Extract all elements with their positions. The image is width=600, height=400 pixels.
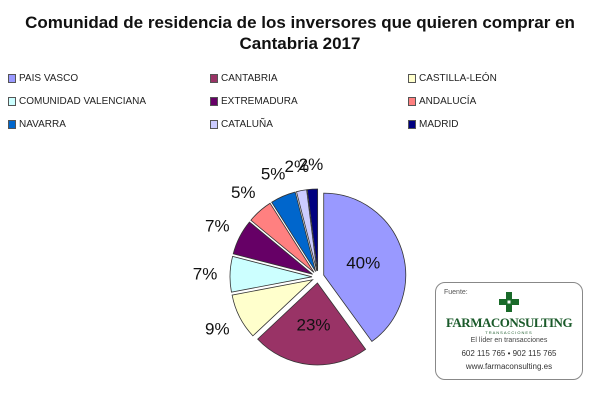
legend-item-cataluna: CATALUÑA xyxy=(210,119,273,130)
legend-item-comunidad-valenciana: COMUNIDAD VALENCIANA xyxy=(8,96,146,107)
tagline: El líder en transacciones xyxy=(470,337,548,344)
legend-swatch xyxy=(210,120,218,129)
data-label: 2% xyxy=(285,157,310,176)
website-link: www.farmaconsulting.es xyxy=(465,362,553,371)
legend-label: MADRID xyxy=(419,119,459,130)
legend-swatch xyxy=(8,97,16,106)
legend-label: CASTILLA-LEÓN xyxy=(419,73,497,84)
chart-title-line-2: Cantabria 2017 xyxy=(239,34,361,53)
legend-swatch xyxy=(408,97,416,106)
legend-item-cantabria: CANTABRIA xyxy=(210,73,278,84)
legend-swatch xyxy=(210,74,218,83)
legend-swatch xyxy=(408,74,416,83)
legend-item-extremadura: EXTREMADURA xyxy=(210,96,298,107)
chart-title-line-1: Comunidad de residencia de los inversore… xyxy=(25,13,575,32)
data-label: 7% xyxy=(193,264,218,283)
data-label: 40% xyxy=(346,253,380,272)
pie-slice-comunidad-valenciana xyxy=(229,255,313,293)
pie-slice-madrid xyxy=(306,188,319,272)
source-label: Fuente: xyxy=(444,289,468,296)
data-label: 5% xyxy=(231,183,256,202)
phone-numbers: 602 115 765 • 902 115 765 xyxy=(461,349,557,358)
legend-label: EXTREMADURA xyxy=(221,96,298,107)
farmaconsulting-logo-icon xyxy=(499,292,519,312)
legend-item-navarra: NAVARRA xyxy=(8,119,66,130)
legend-label: CATALUÑA xyxy=(221,119,273,130)
data-label: 2% xyxy=(299,155,324,174)
legend-swatch xyxy=(8,120,16,129)
source-box: Fuente: FARMACONSULTING TRANSACCIONES El… xyxy=(435,282,583,380)
legend-label: ANDALUCÍA xyxy=(419,96,477,107)
legend-item-castilla-leon: CASTILLA-LEÓN xyxy=(408,73,497,84)
data-label: 5% xyxy=(261,164,286,183)
legend-label: COMUNIDAD VALENCIANA xyxy=(19,96,147,107)
legend-swatch xyxy=(408,120,416,129)
data-label: 9% xyxy=(205,319,230,338)
pie-slice-pais-vasco xyxy=(323,192,407,343)
legend-swatch xyxy=(210,97,218,106)
legend-item-pais-vasco: PAIS VASCO xyxy=(8,73,78,84)
data-label: 23% xyxy=(297,315,331,334)
data-label: 7% xyxy=(205,217,230,236)
pie-slice-navarra xyxy=(271,191,317,272)
legend-item-andalucia: ANDALUCÍA xyxy=(408,96,476,107)
legend-item-madrid: MADRID xyxy=(408,119,458,130)
legend-label: PAIS VASCO xyxy=(19,73,79,84)
chart-title: Comunidad de residencia de los inversore… xyxy=(0,12,600,54)
pie-slice-castilla-león xyxy=(231,279,314,337)
pie-slice-extremadura xyxy=(232,221,313,275)
legend-label: CANTABRIA xyxy=(221,73,278,84)
pie-slice-andalucía xyxy=(250,202,315,273)
logo-wordmark: FARMACONSULTING xyxy=(445,315,573,330)
pie-slice-cantabria xyxy=(257,282,367,366)
pie-slice-cataluña xyxy=(295,189,318,272)
logo-subtitle: TRANSACCIONES xyxy=(485,330,533,335)
legend-swatch xyxy=(8,74,16,83)
legend-label: NAVARRA xyxy=(19,119,66,130)
